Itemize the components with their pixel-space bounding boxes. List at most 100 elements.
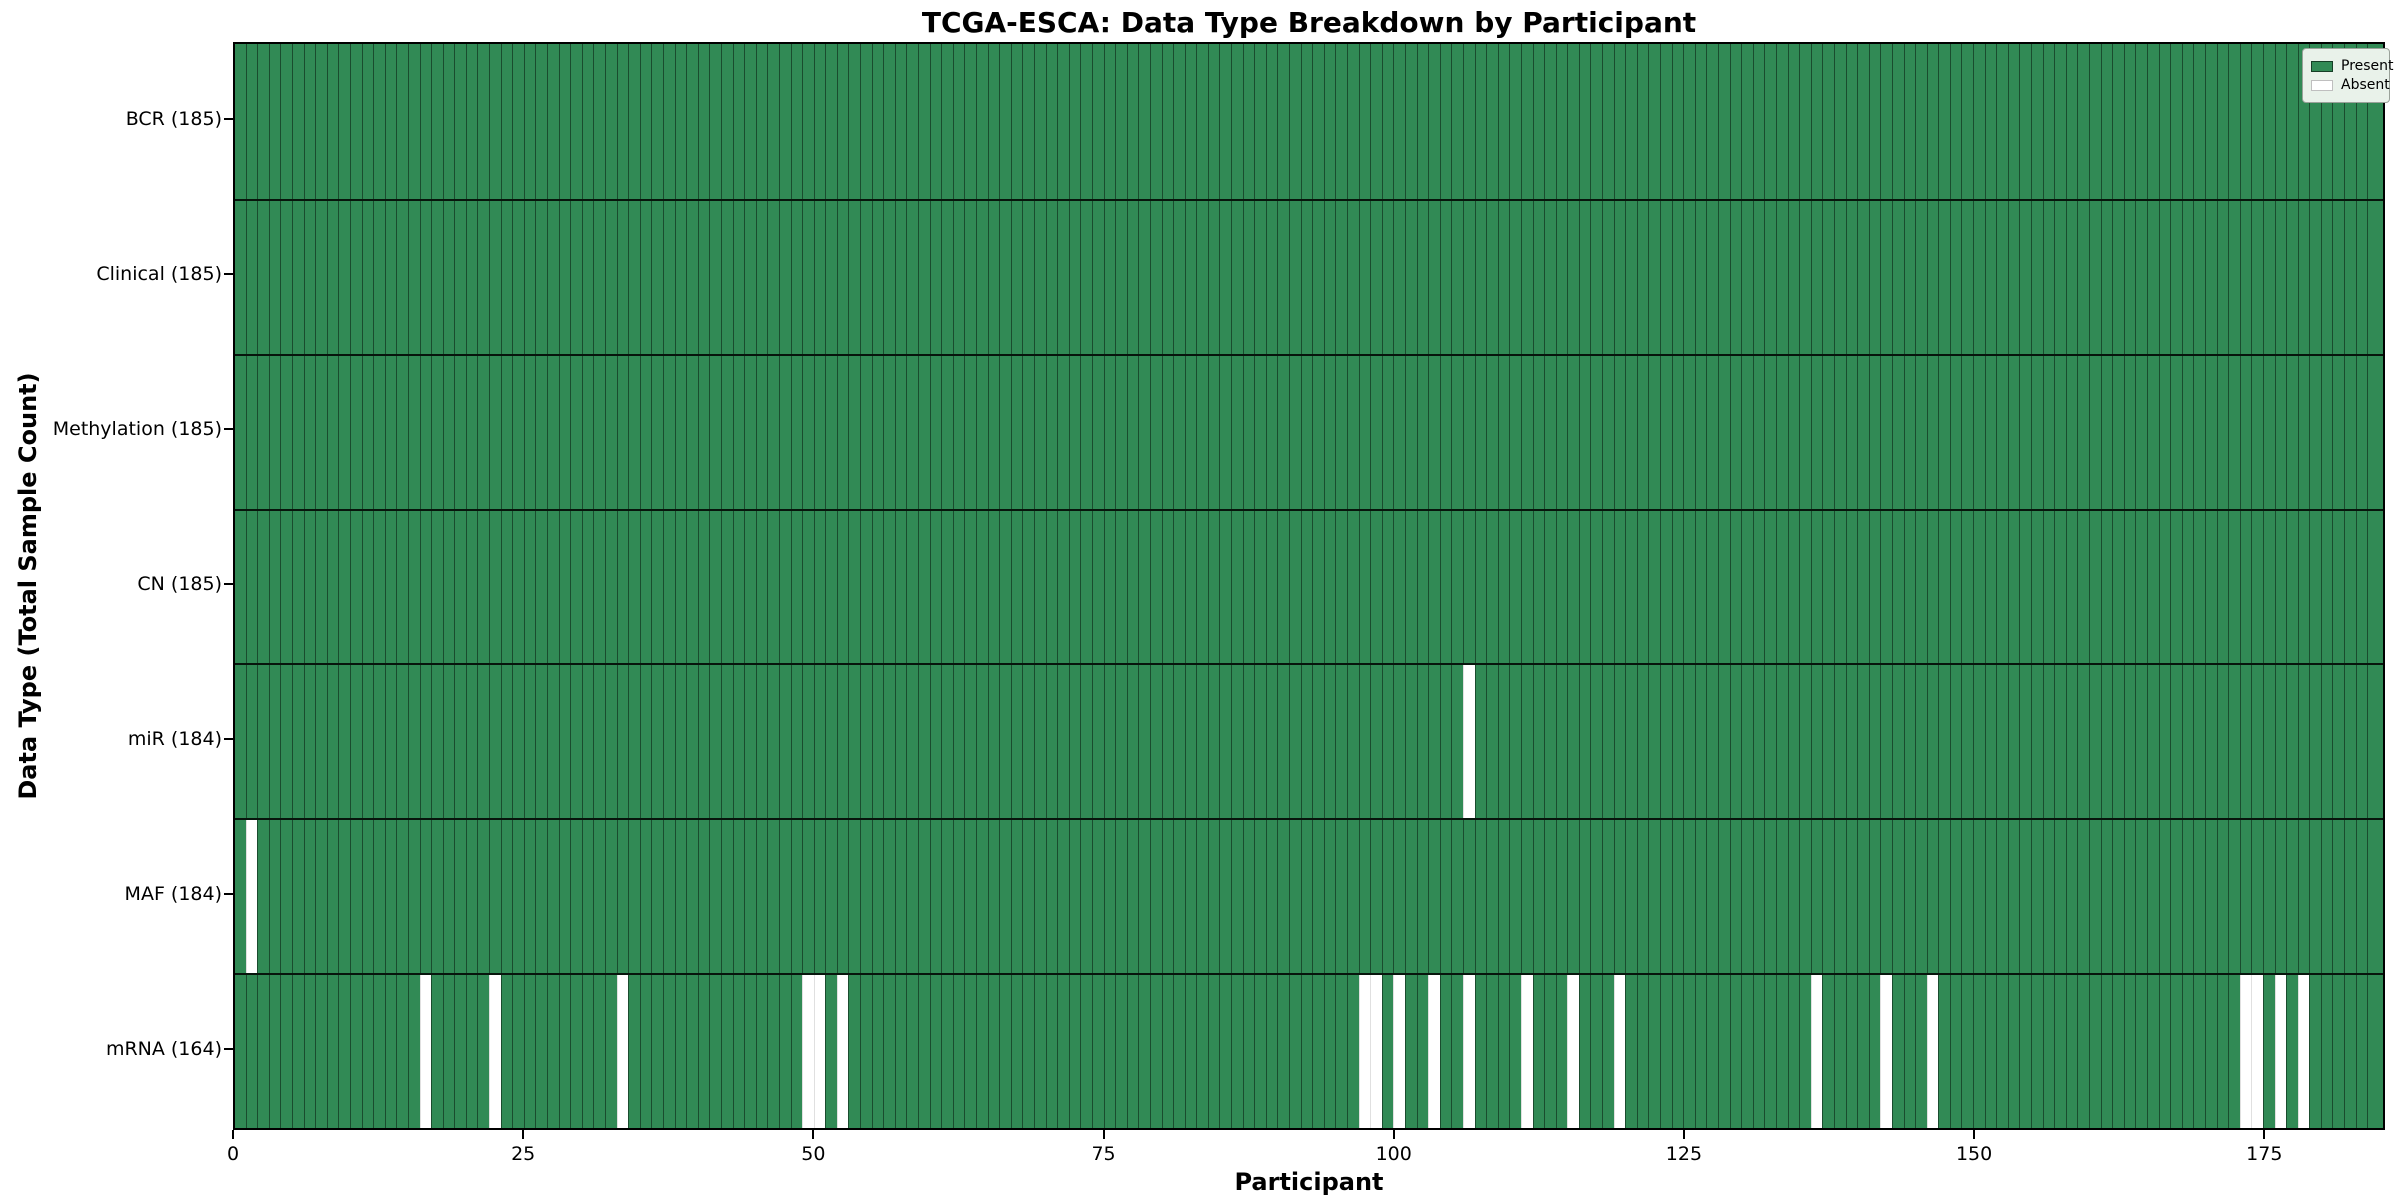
present-cell bbox=[1741, 665, 1753, 819]
present-cell bbox=[1938, 975, 1950, 1128]
present-cell bbox=[2332, 975, 2345, 1128]
present-cell bbox=[315, 665, 327, 819]
present-cell bbox=[1404, 665, 1417, 819]
present-cell bbox=[581, 355, 594, 509]
present-cell bbox=[1613, 510, 1626, 664]
present-cell bbox=[338, 665, 350, 819]
present-cell bbox=[1033, 510, 1046, 664]
present-cell bbox=[535, 200, 548, 354]
present-cell bbox=[871, 200, 884, 354]
present-cell bbox=[245, 355, 258, 509]
present-cell bbox=[1845, 820, 1858, 974]
present-cell bbox=[639, 44, 652, 199]
present-cell bbox=[628, 820, 640, 974]
present-cell bbox=[547, 510, 559, 664]
present-cell bbox=[1787, 44, 1800, 199]
present-cell bbox=[1242, 510, 1255, 664]
present-cell bbox=[2146, 44, 2159, 199]
present-cell bbox=[2077, 510, 2089, 664]
present-cell bbox=[315, 820, 327, 974]
present-cell bbox=[1184, 665, 1197, 819]
present-cell bbox=[1671, 820, 1684, 974]
present-cell bbox=[1578, 200, 1591, 354]
present-cell bbox=[570, 665, 582, 819]
present-cell bbox=[419, 820, 432, 974]
present-cell bbox=[744, 820, 756, 974]
present-cell bbox=[1787, 665, 1800, 819]
present-cell bbox=[1903, 975, 1916, 1128]
present-cell bbox=[1532, 200, 1545, 354]
present-cell bbox=[2065, 44, 2078, 199]
present-cell bbox=[523, 200, 536, 354]
present-cell bbox=[639, 975, 652, 1128]
present-cell bbox=[315, 44, 327, 199]
present-cell bbox=[1706, 975, 1718, 1128]
present-cell bbox=[535, 355, 548, 509]
present-cell bbox=[465, 975, 478, 1128]
present-cell bbox=[2158, 510, 2171, 664]
present-cell bbox=[1091, 665, 1104, 819]
present-cell bbox=[1404, 975, 1417, 1128]
present-cell bbox=[2100, 665, 2113, 819]
present-cell bbox=[1590, 975, 1603, 1128]
present-cell bbox=[1949, 200, 1962, 354]
present-cell bbox=[778, 665, 791, 819]
present-cell bbox=[1439, 200, 1452, 354]
present-cell bbox=[1532, 44, 1545, 199]
present-cell bbox=[1880, 355, 1892, 509]
present-cell bbox=[999, 820, 1011, 974]
present-cell bbox=[593, 200, 605, 354]
present-cell bbox=[593, 510, 605, 664]
present-cell bbox=[1393, 665, 1405, 819]
present-cell bbox=[326, 665, 339, 819]
present-cell bbox=[871, 665, 884, 819]
present-cell bbox=[1265, 975, 1278, 1128]
present-cell bbox=[1845, 355, 1858, 509]
present-cell bbox=[338, 355, 350, 509]
present-cell bbox=[547, 975, 559, 1128]
present-cell bbox=[1080, 510, 1092, 664]
present-cell bbox=[1683, 510, 1695, 664]
present-cell bbox=[883, 820, 895, 974]
absent-cell bbox=[1462, 975, 1475, 1128]
present-cell bbox=[929, 665, 942, 819]
absent-cell bbox=[1880, 975, 1892, 1128]
present-cell bbox=[2193, 665, 2205, 819]
present-cell bbox=[825, 665, 837, 819]
present-cell bbox=[1752, 44, 1765, 199]
present-cell bbox=[477, 355, 490, 509]
present-cell bbox=[674, 820, 687, 974]
present-cell bbox=[1335, 200, 1347, 354]
present-cell bbox=[1358, 665, 1371, 819]
present-cell bbox=[941, 975, 953, 1128]
present-cell bbox=[1196, 510, 1208, 664]
present-cell bbox=[1080, 820, 1092, 974]
present-cell bbox=[1254, 510, 1266, 664]
present-cell bbox=[848, 355, 861, 509]
present-cell bbox=[2007, 820, 2020, 974]
present-cell bbox=[268, 44, 281, 199]
present-cell bbox=[407, 820, 420, 974]
x-tick-label: 25 bbox=[511, 1143, 536, 1165]
present-cell bbox=[454, 44, 466, 199]
present-cell bbox=[802, 44, 814, 199]
present-cell bbox=[500, 665, 513, 819]
present-cell bbox=[1138, 510, 1150, 664]
present-cell bbox=[651, 355, 663, 509]
present-cell bbox=[848, 975, 861, 1128]
present-cell bbox=[1033, 355, 1046, 509]
present-cell bbox=[2100, 200, 2113, 354]
present-cell bbox=[1439, 975, 1452, 1128]
present-cell bbox=[1149, 820, 1162, 974]
present-cell bbox=[744, 44, 756, 199]
present-cell bbox=[1903, 44, 1916, 199]
present-cell bbox=[662, 510, 675, 664]
present-cell bbox=[1799, 200, 1811, 354]
present-cell bbox=[1590, 510, 1603, 664]
present-cell bbox=[593, 355, 605, 509]
present-cell bbox=[1254, 975, 1266, 1128]
present-cell bbox=[2089, 975, 2101, 1128]
present-cell bbox=[1091, 510, 1104, 664]
present-cell bbox=[2332, 665, 2345, 819]
present-cell bbox=[1022, 510, 1034, 664]
